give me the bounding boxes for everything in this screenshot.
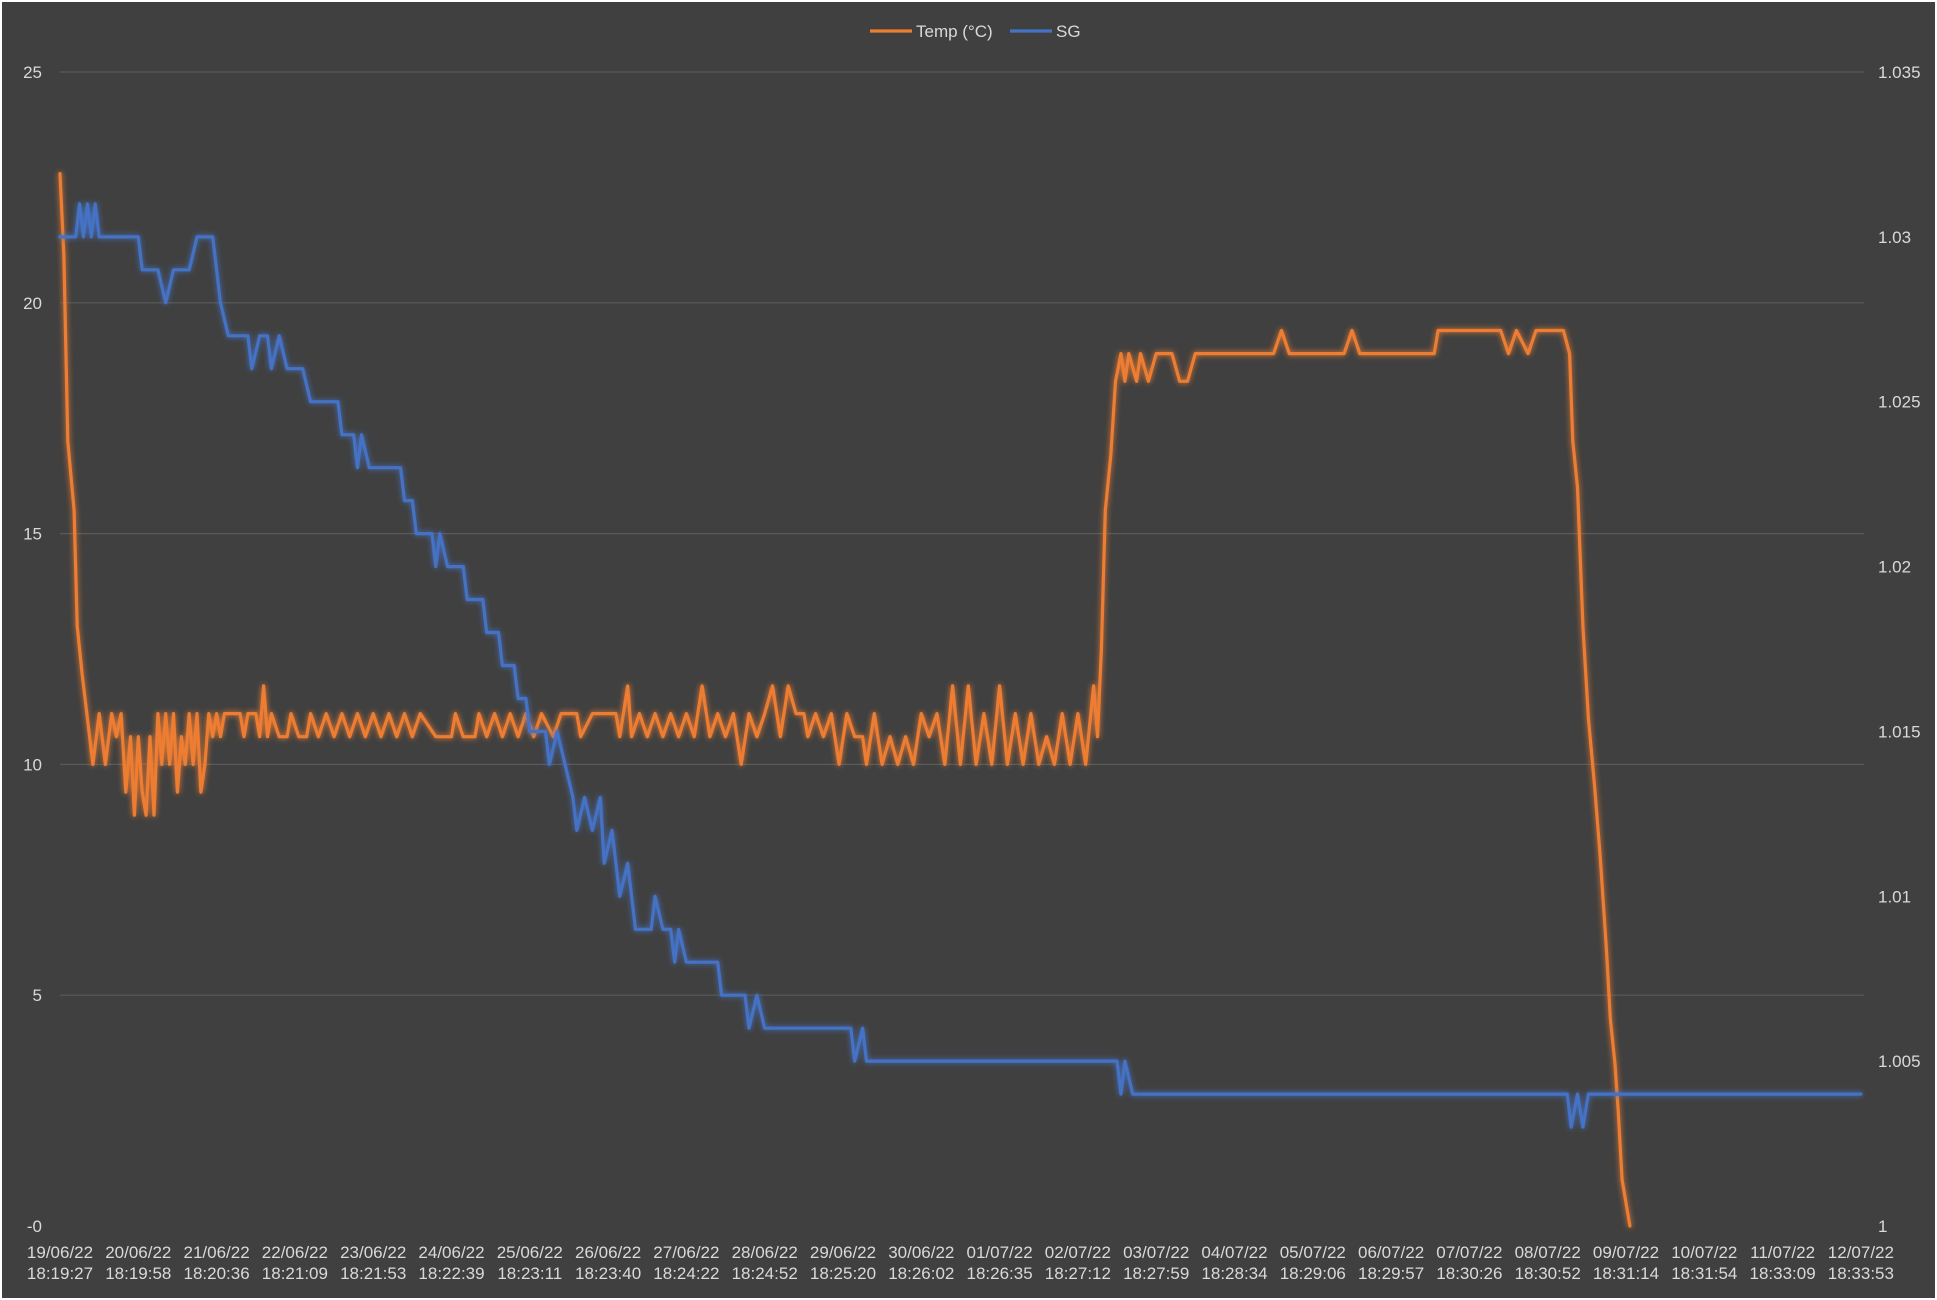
- series-line-sg: [58, 202, 1863, 1129]
- right-y-tick-label: 1.03: [1878, 228, 1911, 247]
- series-lines: [58, 172, 1863, 1228]
- x-tick-label: 25/06/22 18:23:11: [497, 1243, 563, 1283]
- x-tick-label: 04/07/22 18:28:34: [1201, 1243, 1267, 1283]
- x-tick-label: 01/07/22 18:26:35: [967, 1243, 1033, 1283]
- left-y-tick-label: 15: [23, 525, 42, 544]
- x-tick-label: 20/06/22 18:19:58: [105, 1243, 171, 1283]
- x-tick-label: 26/06/22 18:23:40: [575, 1243, 641, 1283]
- right-y-tick-label: 1: [1878, 1217, 1887, 1236]
- x-tick-label: 06/07/22 18:29:57: [1358, 1243, 1424, 1283]
- x-tick-label: 29/06/22 18:25:20: [810, 1243, 876, 1283]
- legend-label: Temp (°C): [916, 22, 993, 41]
- x-tick-label: 21/06/22 18:20:36: [184, 1243, 250, 1283]
- left-y-tick-label: 25: [23, 63, 42, 82]
- right-y-axis: 1 1.005 1.01 1.015 1.02 1.025 1.03 1.035: [1878, 63, 1921, 1236]
- series-line-temp: [58, 172, 1632, 1228]
- right-y-tick-label: 1.01: [1878, 887, 1911, 906]
- left-y-tick-label: -0: [27, 1217, 42, 1236]
- x-tick-label: 02/07/22 18:27:12: [1045, 1243, 1111, 1283]
- right-y-tick-label: 1.02: [1878, 558, 1911, 577]
- left-y-tick-label: 10: [23, 755, 42, 774]
- legend-label: SG: [1056, 22, 1081, 41]
- x-tick-label: 24/06/22 18:22:39: [418, 1243, 484, 1283]
- x-axis: 19/06/22 18:19:27 20/06/22 18:19:58 21/06/22…: [27, 1243, 1894, 1283]
- x-tick-label: 07/07/22 18:30:26: [1436, 1243, 1502, 1283]
- x-tick-label: 28/06/22 18:24:52: [732, 1243, 798, 1283]
- left-y-axis: -0 5 10 15 20 25: [23, 63, 42, 1236]
- legend: Temp (°C) SG: [870, 22, 1081, 41]
- x-tick-label: 05/07/22 18:29:06: [1280, 1243, 1346, 1283]
- x-tick-label: 09/07/22 18:31:14: [1593, 1243, 1659, 1283]
- right-y-tick-label: 1.005: [1878, 1052, 1921, 1071]
- x-tick-label: 23/06/22 18:21:53: [340, 1243, 406, 1283]
- left-y-tick-label: 20: [23, 294, 42, 313]
- x-tick-label: 10/07/22 18:31:54: [1671, 1243, 1737, 1283]
- left-y-tick-label: 5: [33, 986, 42, 1005]
- x-tick-label: 03/07/22 18:27:59: [1123, 1243, 1189, 1283]
- x-tick-label: 22/06/22 18:21:09: [262, 1243, 328, 1283]
- right-y-tick-label: 1.015: [1878, 722, 1921, 741]
- x-tick-label: 30/06/22 18:26:02: [888, 1243, 954, 1283]
- x-tick-label: 19/06/22 18:19:27: [27, 1243, 93, 1283]
- x-tick-label: 08/07/22 18:30:52: [1515, 1243, 1581, 1283]
- x-tick-label: 27/06/22 18:24:22: [653, 1243, 719, 1283]
- right-y-tick-label: 1.035: [1878, 63, 1921, 82]
- x-tick-label: 11/07/22 18:33:09: [1750, 1243, 1816, 1283]
- x-tick-label: 12/07/22 18:33:53: [1828, 1243, 1894, 1283]
- grid-lines: [60, 71, 1864, 996]
- right-y-tick-label: 1.025: [1878, 393, 1921, 412]
